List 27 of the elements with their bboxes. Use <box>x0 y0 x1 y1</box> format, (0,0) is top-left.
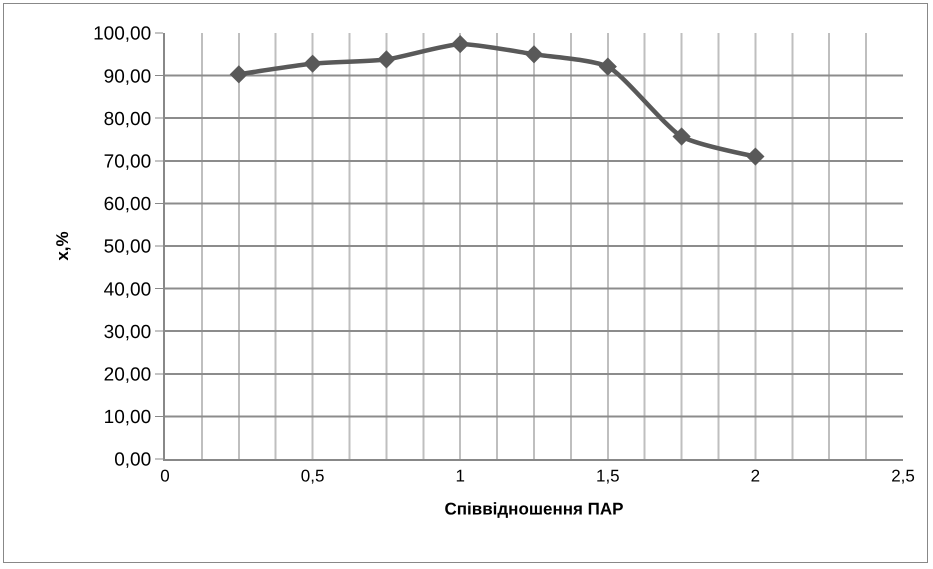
y-tick-label: 90,00 <box>104 66 152 88</box>
y-tick-label: 0,00 <box>114 450 152 471</box>
point <box>598 58 617 76</box>
x-tick-label: 2,5 <box>891 466 915 486</box>
point <box>746 147 764 166</box>
x-tick-label: 2 <box>750 466 760 486</box>
point <box>524 45 544 64</box>
point <box>672 127 691 146</box>
point <box>451 34 470 54</box>
x-tick-label: 0,5 <box>300 466 324 486</box>
y-tick-label: 40,00 <box>104 279 152 300</box>
x-tick-label: 0 <box>160 466 170 486</box>
x-tick-label: 1 <box>455 466 465 486</box>
y-tick-label: 50,00 <box>104 236 152 258</box>
y-tick-label: 100,00 <box>93 24 152 45</box>
y-tick-label: 10,00 <box>104 407 152 428</box>
y-tick-label: 70,00 <box>104 151 152 172</box>
y-tick-label: 80,00 <box>104 108 152 130</box>
point <box>377 50 396 69</box>
y-tick-label: 20,00 <box>104 364 152 386</box>
y-tick-label: 30,00 <box>104 322 152 343</box>
x-tick-label: 1,5 <box>596 466 620 486</box>
point <box>230 65 248 84</box>
point <box>304 54 322 73</box>
y-tick-label: 60,00 <box>104 194 152 216</box>
y-axis-title: x,% <box>53 231 72 261</box>
x-axis-title: Співвідношення ПАР <box>444 499 624 518</box>
